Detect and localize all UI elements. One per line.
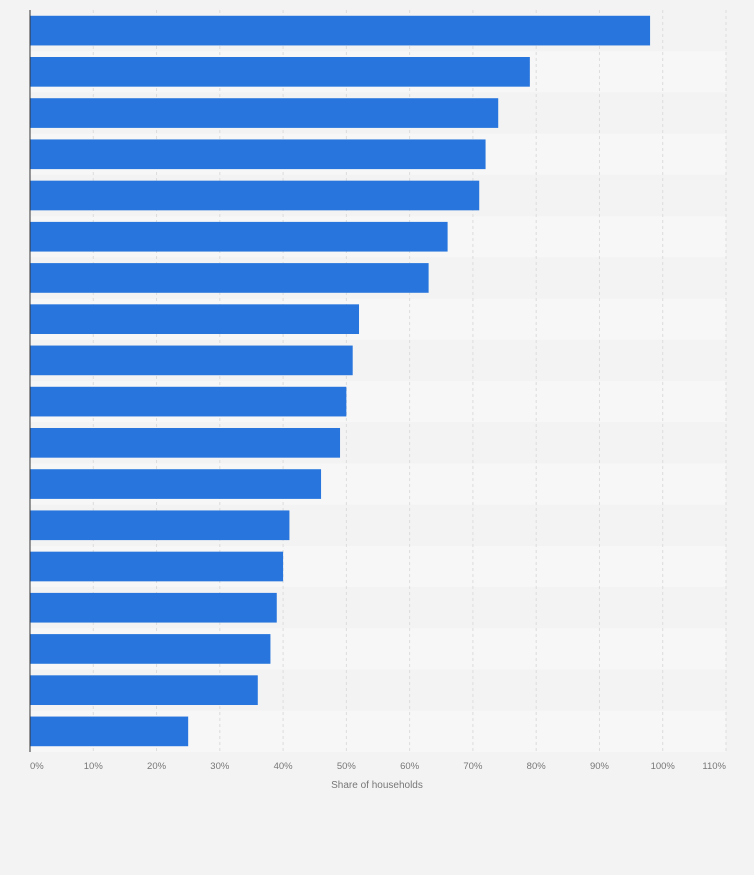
x-tick-label: 20% — [147, 761, 167, 772]
x-tick-label: 60% — [400, 761, 420, 772]
bar — [30, 469, 322, 499]
bar — [30, 675, 258, 706]
grid-lines — [92, 10, 727, 752]
x-tick-label: 0% — [30, 761, 44, 772]
x-tick-label: 10% — [84, 761, 104, 772]
bar — [30, 345, 353, 376]
bar — [30, 386, 347, 417]
bar — [30, 551, 284, 582]
bar — [30, 15, 651, 46]
x-tick-label: 80% — [527, 761, 547, 772]
x-tick-label: 40% — [274, 761, 294, 772]
x-tick-label: 110% — [702, 761, 726, 772]
bar — [30, 427, 341, 458]
bar — [30, 180, 480, 211]
x-tick-label: 70% — [463, 761, 483, 772]
x-tick-label: 30% — [210, 761, 230, 772]
x-axis-title: Share of households — [331, 780, 423, 791]
bars — [30, 15, 651, 747]
bar — [30, 263, 429, 293]
x-tick-label: 90% — [590, 761, 610, 772]
bar — [30, 98, 499, 128]
x-tick-labels: 0% 10% 20% 30% 40% 50% 60% 70% 80% 90% 100% 110% — [30, 761, 727, 772]
bar — [30, 221, 448, 252]
bar — [30, 716, 189, 747]
x-tick-label: 50% — [337, 761, 357, 772]
bar — [30, 592, 277, 623]
bar — [30, 304, 360, 335]
bar — [30, 139, 486, 170]
bar — [30, 56, 530, 87]
x-tick-label: 100% — [651, 761, 676, 772]
bar — [30, 510, 290, 541]
bar — [30, 634, 271, 664]
